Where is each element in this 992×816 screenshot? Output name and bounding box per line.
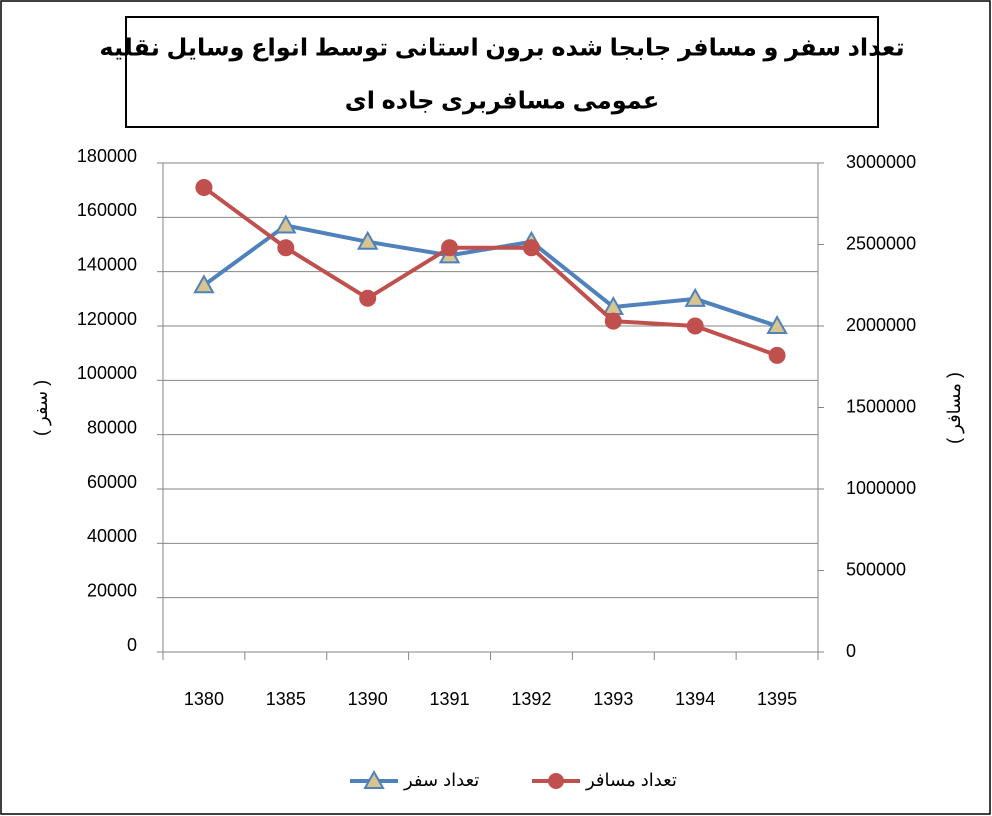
series-line xyxy=(202,185,778,358)
y-axis-label: ( سفر ) xyxy=(31,380,52,436)
y2-tick-label: 1500000 xyxy=(846,396,916,416)
marker xyxy=(441,239,459,257)
x-tick-label: 1393 xyxy=(593,689,633,709)
x-tick-label: 1391 xyxy=(430,689,470,709)
x-tick-label: 1385 xyxy=(266,689,306,709)
y-tick-label: 20000 xyxy=(87,580,137,600)
y2-tick-label: 0 xyxy=(846,641,856,661)
y-tick-label: 60000 xyxy=(87,472,137,492)
y-tick-label: 40000 xyxy=(87,526,137,546)
title-box xyxy=(125,16,879,128)
x-tick-label: 1395 xyxy=(757,689,797,709)
marker xyxy=(686,317,704,335)
marker xyxy=(522,239,540,257)
y2-tick-label: 500000 xyxy=(846,559,906,579)
y2-tick-label: 2500000 xyxy=(846,233,916,253)
marker xyxy=(766,314,788,334)
y-tick-label: 80000 xyxy=(87,417,137,437)
x-tick-label: 1394 xyxy=(675,689,715,709)
chart-title: تعداد سفر و مسافر جابجا شده برون استانی … xyxy=(99,34,904,61)
y2-axis-label: ( مسافر ) xyxy=(944,372,965,444)
x-tick-label: 1390 xyxy=(348,689,388,709)
y-tick-label: 140000 xyxy=(77,254,137,274)
y-tick-label: 100000 xyxy=(77,363,137,383)
marker xyxy=(275,214,297,234)
y2-tick-label: 3000000 xyxy=(846,152,916,172)
y-tick-label: 180000 xyxy=(77,146,137,166)
y-tick-label: 120000 xyxy=(77,309,137,329)
legend-marker xyxy=(548,773,564,789)
marker xyxy=(195,178,213,196)
marker xyxy=(684,287,706,307)
chart-title: عمومی مسافربری جاده ای xyxy=(345,87,660,114)
marker xyxy=(277,239,295,257)
y2-tick-label: 2000000 xyxy=(846,315,916,335)
marker xyxy=(356,230,379,250)
y-tick-label: 0 xyxy=(127,635,137,655)
marker xyxy=(193,274,215,294)
x-tick-label: 1380 xyxy=(184,689,224,709)
legend-label: تعداد مسافر xyxy=(585,770,677,791)
marker xyxy=(768,346,786,364)
legend-marker xyxy=(363,769,385,789)
y2-tick-label: 1000000 xyxy=(846,478,916,498)
marker xyxy=(604,312,622,330)
legend-label: تعداد سفر xyxy=(403,770,479,791)
y-tick-label: 160000 xyxy=(77,200,137,220)
marker xyxy=(359,289,377,307)
x-tick-label: 1392 xyxy=(511,689,551,709)
